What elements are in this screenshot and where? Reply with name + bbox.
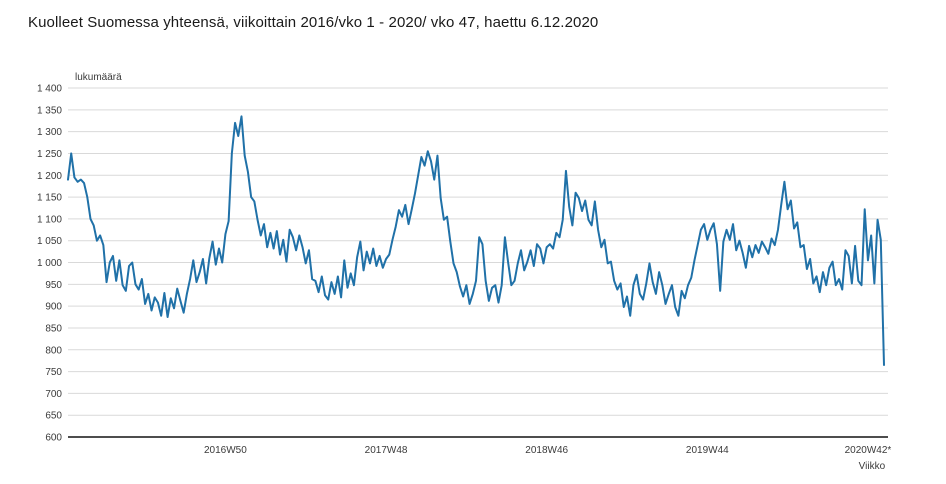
chart-title: Kuolleet Suomessa yhteensä, viikoittain … [28, 14, 599, 31]
y-tick-label: 650 [45, 411, 62, 422]
y-axis-title: lukumäärä [75, 72, 122, 83]
data-line [67, 115, 885, 367]
y-tick-label: 900 [45, 302, 62, 313]
x-axis-title: Viikko [859, 461, 886, 472]
y-tick-label: 1 100 [37, 214, 62, 225]
x-tick-label: 2018W46 [525, 445, 568, 456]
y-tick-label: 1 000 [37, 258, 62, 269]
y-tick-label: 600 [45, 433, 62, 444]
y-tick-label: 1 050 [37, 236, 62, 247]
x-tick-label: 2016W50 [204, 445, 247, 456]
x-tick-label: 2017W48 [365, 445, 408, 456]
y-tick-label: 850 [45, 323, 62, 334]
y-tick-label: 1 350 [37, 105, 62, 116]
y-tick-label: 750 [45, 367, 62, 378]
x-tick-label: 2019W44 [686, 445, 729, 456]
y-tick-label: 1 150 [37, 193, 62, 204]
y-tick-label: 1 250 [37, 149, 62, 160]
y-tick-label: 800 [45, 345, 62, 356]
y-tick-label: 700 [45, 389, 62, 400]
x-tick-label: 2020W42* [845, 445, 892, 456]
y-tick-label: 950 [45, 280, 62, 291]
y-tick-label: 1 300 [37, 127, 62, 138]
y-tick-label: 1 400 [37, 84, 62, 95]
y-tick-label: 1 200 [37, 171, 62, 182]
